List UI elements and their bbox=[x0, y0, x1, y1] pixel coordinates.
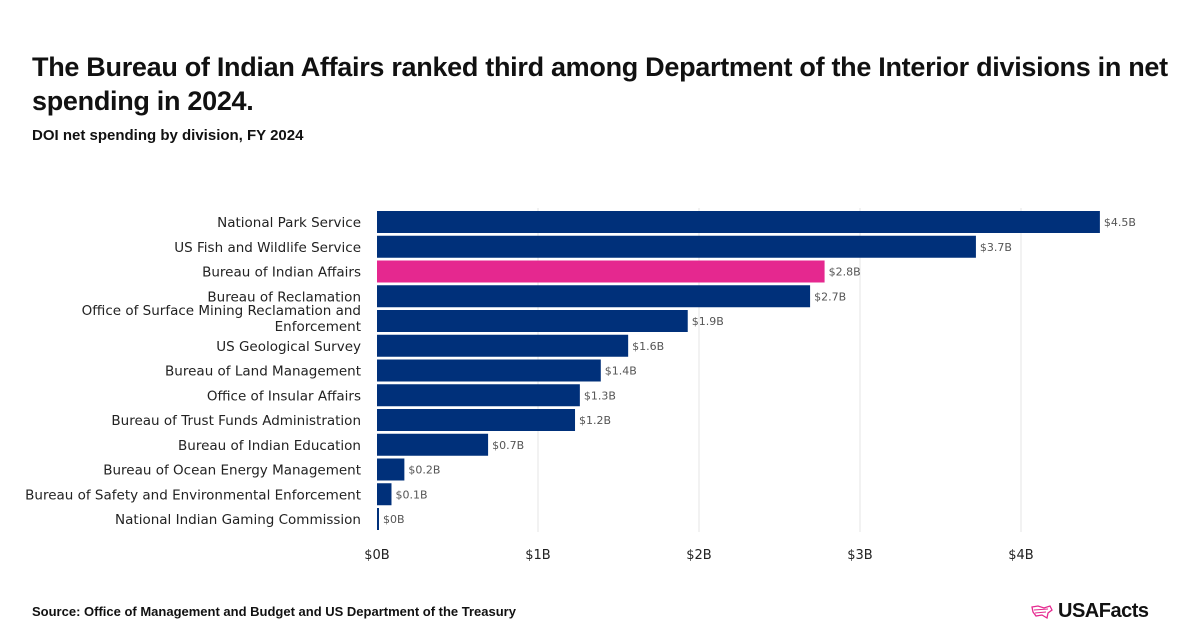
category-label: National Indian Gaming Commission bbox=[115, 512, 361, 528]
chart-subtitle: DOI net spending by division, FY 2024 bbox=[32, 127, 304, 144]
bar bbox=[377, 384, 580, 407]
source-note: Source: Office of Management and Budget … bbox=[32, 604, 516, 619]
logo-text: USAFacts bbox=[1058, 600, 1149, 622]
category-label: Bureau of Trust Funds Administration bbox=[111, 413, 361, 429]
bar bbox=[377, 260, 825, 283]
data-label: $0.7B bbox=[492, 439, 524, 452]
category-label: Office of Surface Mining Reclamation and bbox=[82, 303, 361, 319]
category-label: US Fish and Wildlife Service bbox=[174, 240, 361, 256]
us-map-icon bbox=[1031, 604, 1053, 619]
x-tick-label: $2B bbox=[686, 548, 711, 563]
bar bbox=[377, 359, 601, 382]
bar bbox=[377, 235, 976, 258]
usafacts-logo: USAFacts bbox=[1030, 600, 1149, 623]
data-label: $1.3B bbox=[584, 389, 616, 402]
data-label: $4.5B bbox=[1104, 216, 1136, 229]
category-label: Bureau of Indian Affairs bbox=[202, 265, 361, 281]
data-label: $1.6B bbox=[632, 340, 664, 353]
bar bbox=[377, 310, 688, 332]
x-tick-label: $1B bbox=[525, 548, 550, 563]
data-label: $2.7B bbox=[814, 290, 846, 303]
category-label: National Park Service bbox=[217, 215, 361, 231]
data-label: $1.9B bbox=[692, 315, 724, 328]
data-label: $0.1B bbox=[395, 488, 427, 501]
chart-title: The Bureau of Indian Affairs ranked thir… bbox=[32, 52, 1168, 116]
bar bbox=[377, 285, 811, 308]
category-label: US Geological Survey bbox=[216, 339, 361, 355]
bar bbox=[377, 483, 392, 506]
data-label: $1.2B bbox=[579, 414, 611, 427]
data-label: $1.4B bbox=[605, 365, 637, 378]
x-tick-label: $4B bbox=[1008, 548, 1033, 563]
category-label: Bureau of Land Management bbox=[165, 364, 361, 380]
bar bbox=[377, 433, 489, 456]
bar bbox=[377, 334, 629, 357]
bar bbox=[377, 409, 576, 431]
data-label: $3.7B bbox=[980, 241, 1012, 254]
bar bbox=[377, 508, 379, 530]
category-label: Bureau of Ocean Energy Management bbox=[103, 463, 361, 479]
bar bbox=[377, 458, 405, 481]
category-label: Bureau of Indian Education bbox=[178, 438, 361, 454]
data-label: $0B bbox=[383, 513, 405, 526]
data-label: $0.2B bbox=[408, 464, 440, 477]
category-label: Office of Insular Affairs bbox=[207, 388, 361, 404]
category-label: Bureau of Safety and Environmental Enfor… bbox=[25, 487, 361, 503]
x-tick-label: $3B bbox=[847, 548, 872, 563]
data-label: $2.8B bbox=[829, 266, 861, 279]
bar bbox=[377, 211, 1100, 233]
category-label-cont: Enforcement bbox=[275, 319, 361, 335]
x-tick-label: $0B bbox=[364, 548, 389, 563]
category-label: Bureau of Reclamation bbox=[207, 289, 361, 305]
